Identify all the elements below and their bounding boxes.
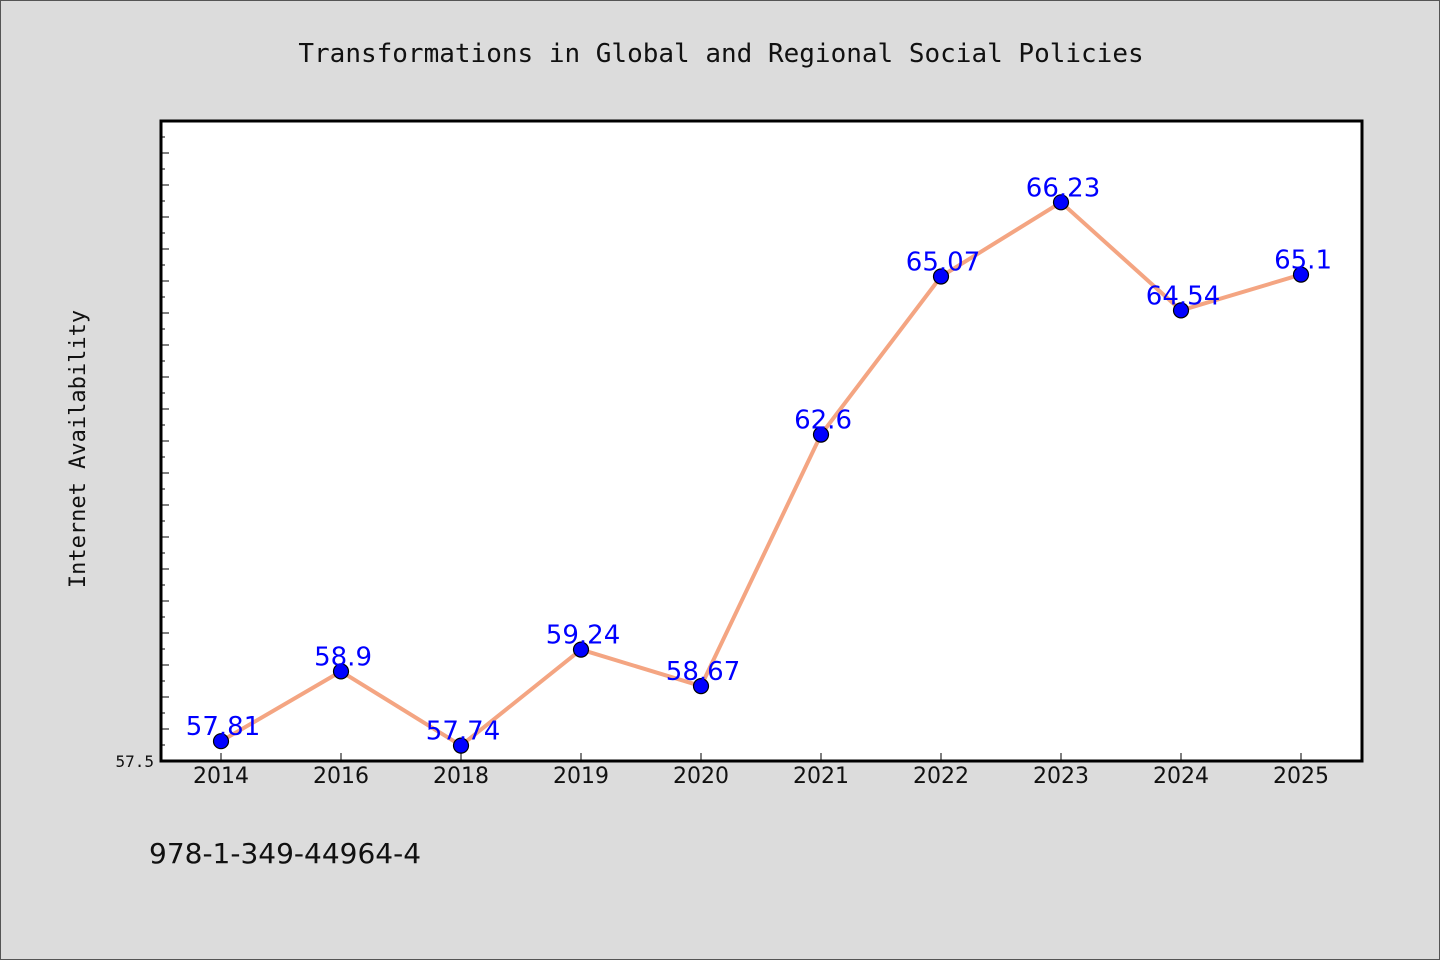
x-tick-label: 2014 (193, 764, 249, 789)
data-point (932, 268, 950, 285)
x-tick-label: 2019 (553, 764, 609, 789)
series-line (219, 200, 1302, 748)
x-tick-label: 2025 (1273, 764, 1329, 789)
x-tick-label: 2021 (793, 764, 849, 789)
data-label: 58.67 (666, 657, 740, 687)
data-point (1292, 266, 1310, 283)
x-tick-label: 2020 (673, 764, 729, 789)
data-label: 65.1 (1274, 246, 1332, 276)
y-axis-label: Internet Availability (66, 310, 91, 588)
y-tick-label: 57.5 (115, 752, 154, 771)
data-point (692, 677, 710, 695)
data-label: 62.6 (794, 406, 852, 436)
data-label: 59.24 (546, 621, 620, 651)
data-point (572, 641, 590, 658)
data-label: 57.81 (186, 712, 260, 742)
data-label: 66.23 (1026, 173, 1100, 203)
chart-title: Transformations in Global and Regional S… (298, 39, 1143, 69)
data-labels: 57.81 58.9 57.74 59.24 58.67 62.6 65.07 66.23 64… (186, 173, 1332, 746)
data-label: 65.07 (906, 248, 980, 278)
data-label: 64.54 (1146, 281, 1220, 311)
plot-area (161, 121, 1362, 761)
data-point (1052, 194, 1070, 211)
data-point (332, 663, 350, 680)
data-point (452, 737, 470, 754)
x-tick-label: 2024 (1153, 764, 1209, 789)
data-point (812, 426, 830, 443)
data-markers (212, 194, 1310, 754)
plot-frame (159, 119, 1364, 763)
x-tick-label: 2018 (433, 764, 489, 789)
data-label: 58.9 (314, 642, 372, 672)
data-point (212, 733, 230, 750)
x-tick-label: 2016 (313, 764, 369, 789)
x-tick-label: 2023 (1033, 764, 1089, 789)
data-label: 57.74 (426, 717, 500, 747)
isbn-footer: 978-1-349-44964-4 (149, 837, 421, 870)
data-point (1172, 302, 1190, 319)
x-tick-label: 2022 (913, 764, 969, 789)
x-axis-ticks: 2014 2016 2018 2019 2020 2021 2022 2023 2024 2025 (193, 753, 1329, 789)
